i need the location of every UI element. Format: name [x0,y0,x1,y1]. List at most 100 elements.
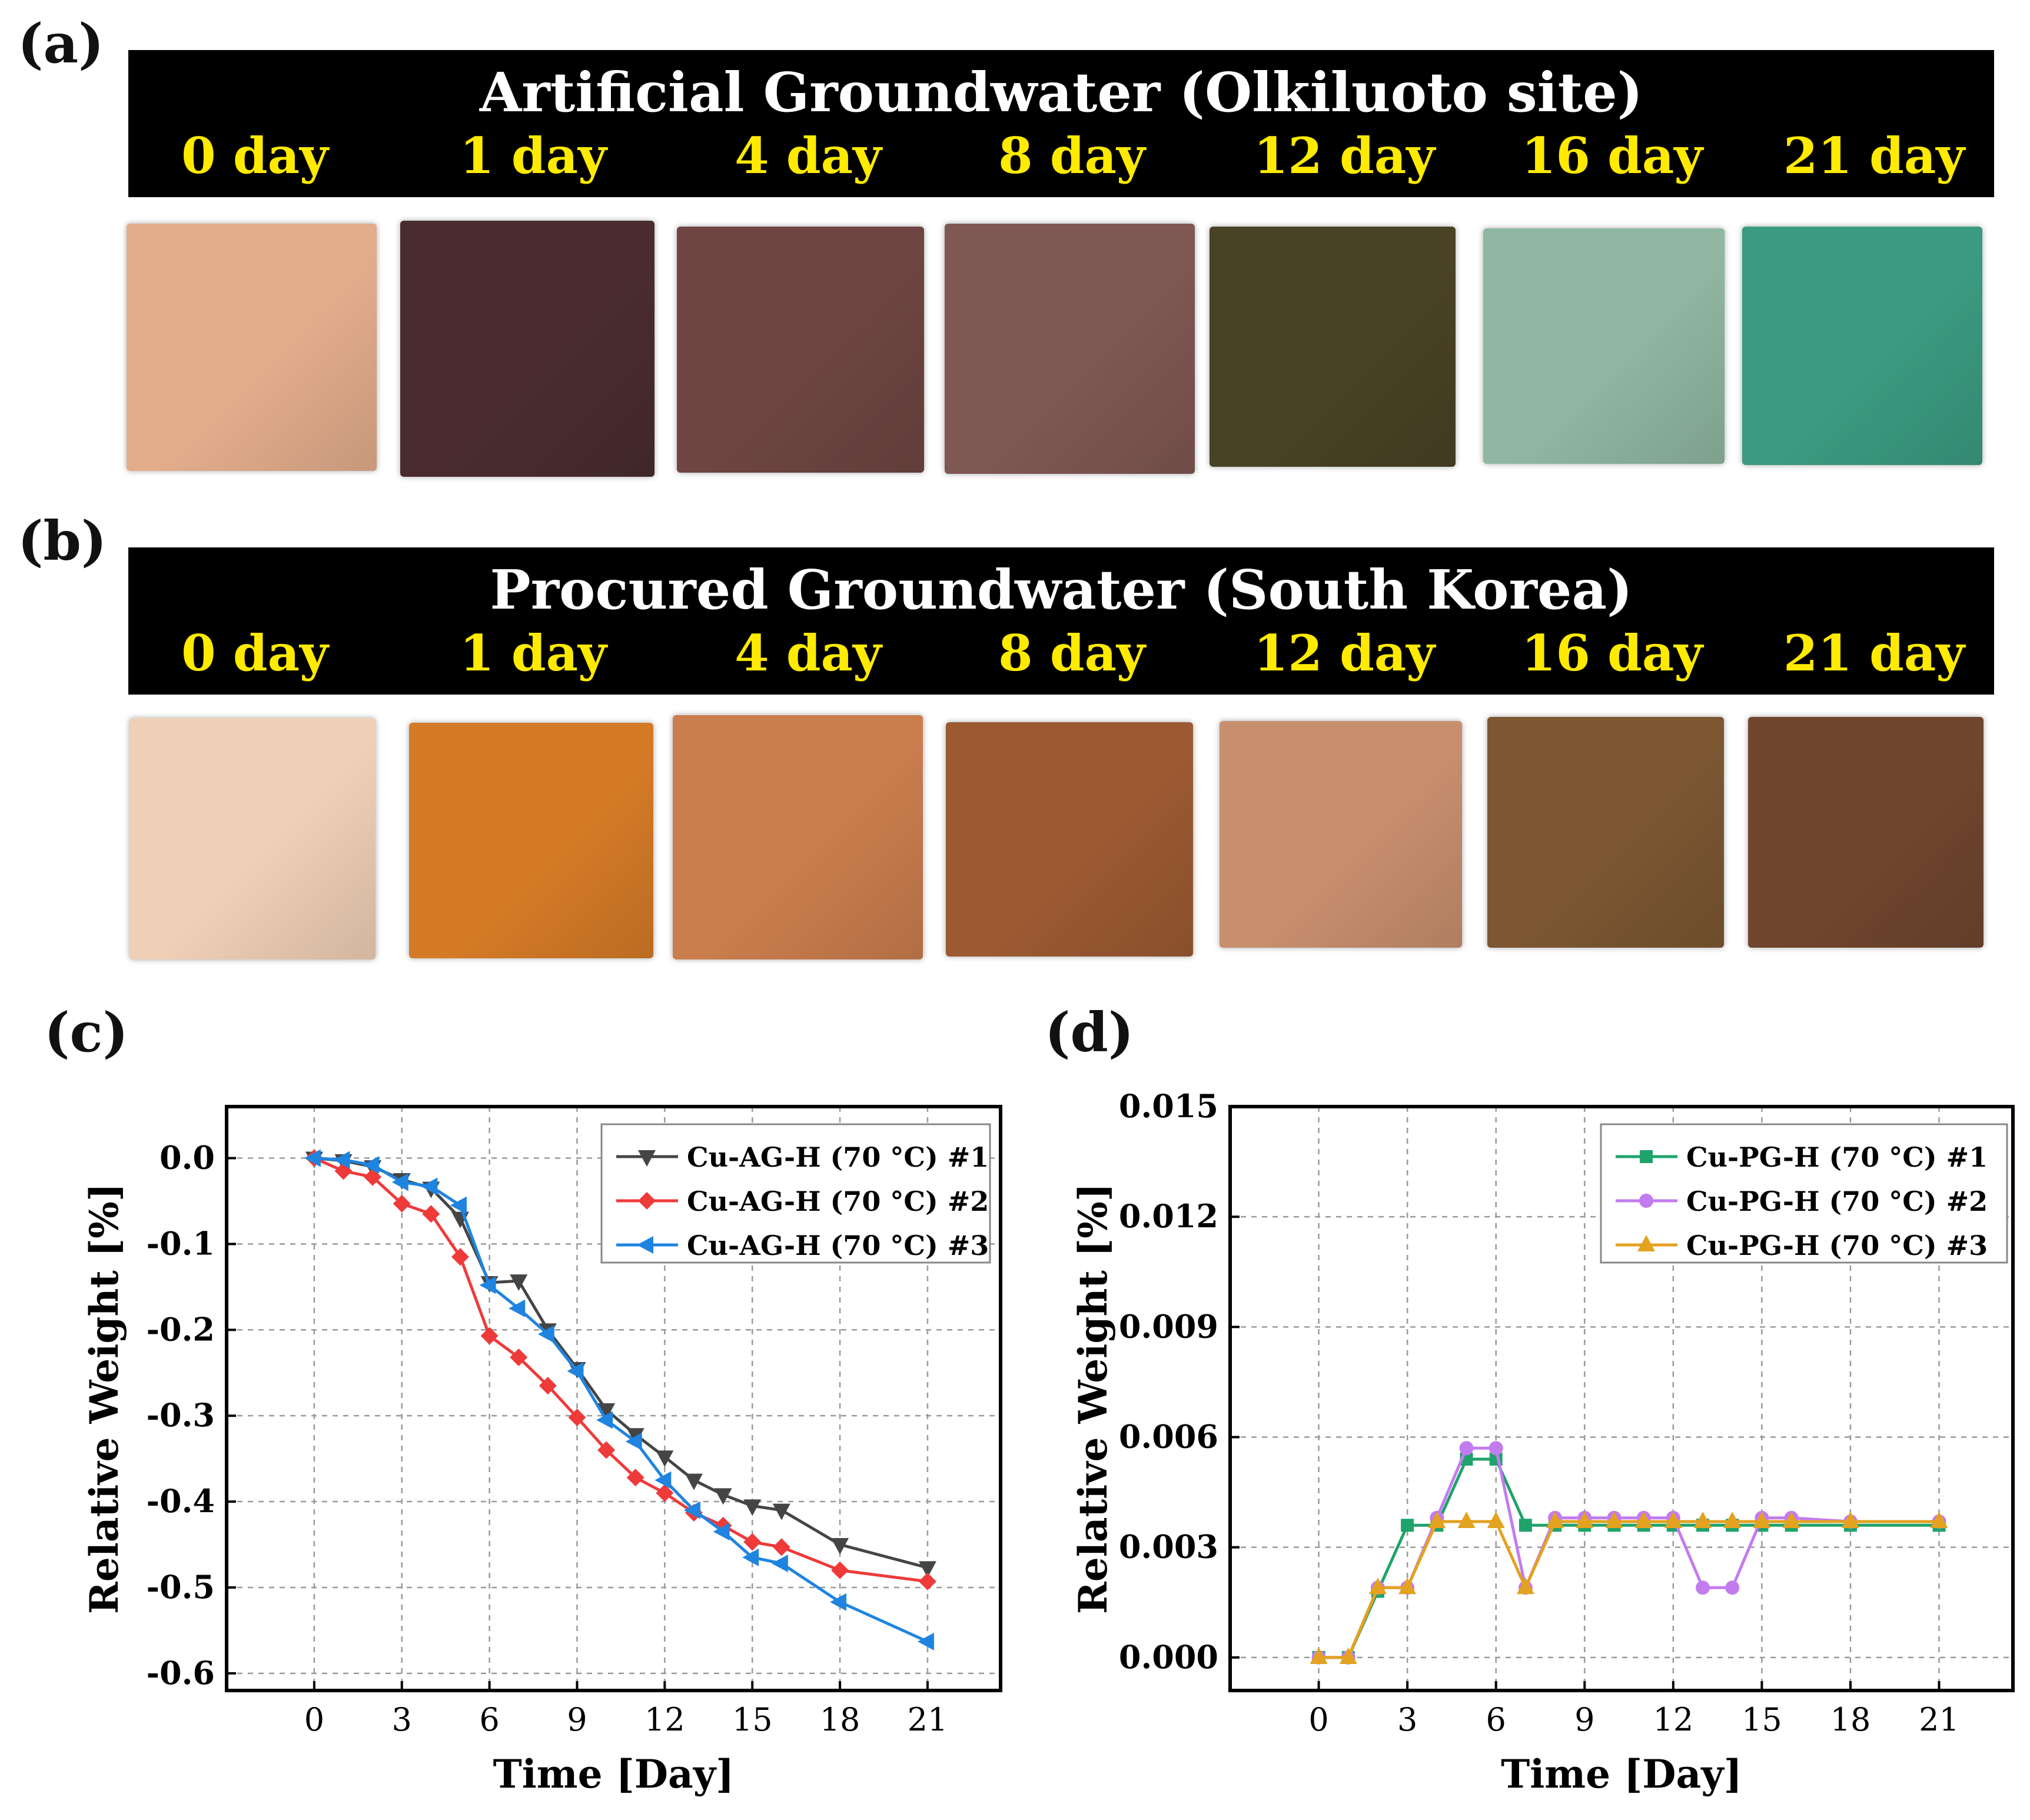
sample-photo [946,722,1193,957]
legend-label-3: Cu-AG-H (70 °C) #3 [687,1230,989,1261]
plot-frame [225,1105,1002,1692]
data-point-series-3 [830,1593,847,1611]
x-tick-label: 0 [304,1701,324,1738]
data-point-series-3 [1841,1512,1859,1529]
y-axis-label: Relative Weight [%] [1070,1183,1116,1614]
data-point-series-3 [1516,1577,1534,1595]
panel-b-label: (b) [18,509,107,573]
data-point-series-3 [1398,1577,1417,1595]
data-point-series-1 [918,1561,936,1578]
x-tick-label: 3 [1397,1701,1417,1738]
data-point-series-3 [713,1523,730,1541]
data-point-series-3 [1546,1512,1564,1529]
data-point-series-3 [333,1151,350,1169]
sample-photo [1220,721,1462,948]
data-point-series-3 [479,1276,496,1294]
data-point-series-1 [1401,1519,1414,1532]
plot-frame [1228,1105,2015,1692]
series-line-1 [1318,1457,1939,1659]
legend-marker-2 [638,1192,656,1210]
sample-photo [409,723,653,958]
x-axis-label: Time [Day] [493,1751,735,1797]
panel-b-title: Procured Groundwater (South Korea) [490,558,1633,622]
data-point-series-3 [304,1149,321,1167]
legend-box [1600,1123,2008,1264]
data-point-series-3 [450,1196,467,1214]
data-point-series-2 [334,1162,353,1180]
data-point-series-3 [625,1432,642,1450]
data-point-series-1 [685,1473,703,1490]
data-point-series-2 [568,1409,586,1427]
legend-marker-1 [638,1150,656,1167]
x-axis-label: Time [Day] [1501,1751,1742,1797]
legend-marker-3 [1637,1235,1655,1251]
data-point-series-2 [1489,1441,1503,1456]
data-point-series-1 [772,1503,790,1520]
data-point-series-2 [1696,1580,1710,1595]
panel-a-label: (a) [18,12,104,75]
x-tick-label: 21 [1919,1701,1959,1738]
x-tick-label: 15 [1742,1701,1782,1738]
data-point-series-3 [363,1156,380,1174]
y-tick-label: -0.2 [147,1310,215,1348]
sample-photo [1210,227,1456,467]
data-point-series-1 [510,1274,528,1291]
data-point-series-3 [1457,1512,1476,1529]
data-point-series-3 [683,1501,700,1519]
panel-b-day-labels: 0 day 1 day 4 day 8 day 12 day 16 day 21… [128,624,1994,689]
x-tick-label: 12 [644,1701,685,1738]
data-point-series-2 [480,1327,499,1345]
sample-photo [400,221,654,477]
data-point-series-2 [656,1484,674,1502]
data-point-series-3 [1782,1512,1800,1529]
data-point-series-1 [1519,1519,1532,1532]
panel-b-day-label: 0 day [181,624,328,682]
legend-label-3: Cu-PG-H (70 °C) #3 [1686,1230,1988,1261]
data-point-series-2 [539,1377,557,1395]
data-point-series-3 [1930,1512,1948,1529]
data-point-series-3 [537,1325,554,1343]
series-line-2 [1318,1446,1939,1659]
x-tick-label: 21 [908,1701,948,1738]
panel-b-day-label: 1 day [460,624,607,682]
x-tick-label: 9 [567,1701,587,1738]
data-point-series-2 [831,1561,849,1579]
data-point-series-3 [1753,1512,1771,1529]
data-point-series-1 [714,1488,732,1505]
data-point-series-3 [421,1177,438,1195]
x-tick-label: 9 [1574,1701,1594,1738]
data-point-series-3 [1664,1512,1682,1529]
x-tick-label: 3 [392,1701,412,1738]
panel-b-day-label: 4 day [735,624,882,682]
y-tick-label: -0.4 [147,1482,215,1520]
data-point-series-2 [626,1469,644,1487]
data-point-series-3 [1634,1512,1653,1529]
data-point-series-2 [743,1533,762,1551]
panel-a-day-label: 21 day [1783,127,1965,185]
sample-photo [1748,717,1984,948]
y-tick-label: 0.015 [1119,1087,1218,1125]
legend-marker-1 [1640,1150,1653,1163]
data-point-series-3 [1723,1512,1742,1529]
panel-a-day-label: 16 day [1521,127,1703,185]
panel-b-day-label: 8 day [998,624,1145,682]
data-point-series-3 [1428,1512,1446,1529]
y-tick-label: -0.1 [147,1224,215,1262]
panel-d-label: (d) [1045,1001,1134,1064]
sample-photo [129,718,376,959]
data-point-series-3 [1694,1512,1712,1529]
x-tick-label: 18 [820,1701,860,1738]
data-point-series-2 [422,1205,440,1223]
data-point-series-3 [771,1555,788,1573]
panel-a-day-labels: 0 day 1 day 4 day 8 day 12 day 16 day 21… [128,127,1994,191]
y-tick-label: 0.006 [1119,1418,1218,1456]
sample-photo [1483,228,1725,464]
data-point-series-2 [772,1538,790,1556]
panel-a-day-label: 12 day [1253,127,1436,185]
legend-marker-2 [1639,1194,1653,1208]
x-tick-label: 12 [1653,1701,1693,1738]
panel-a-day-label: 0 day [181,127,328,185]
legend-label-2: Cu-AG-H (70 °C) #2 [687,1185,989,1217]
data-point-series-3 [1487,1512,1505,1529]
legend-label-2: Cu-PG-H (70 °C) #2 [1686,1185,1988,1217]
